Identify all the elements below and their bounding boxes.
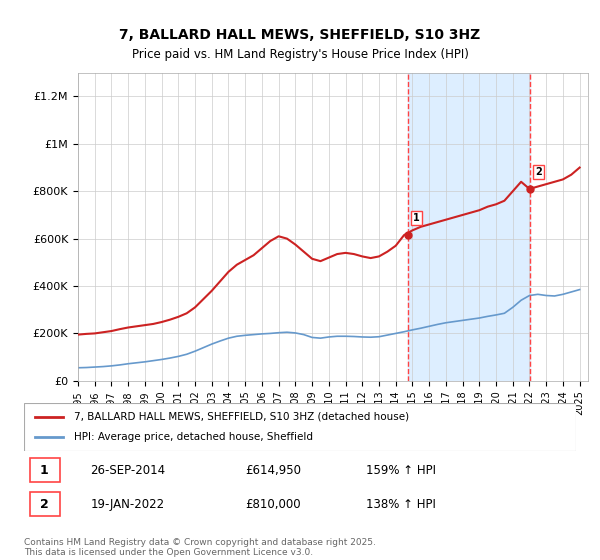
FancyBboxPatch shape <box>29 458 60 482</box>
Text: £614,950: £614,950 <box>245 464 301 477</box>
Text: £810,000: £810,000 <box>245 498 301 511</box>
Text: 7, BALLARD HALL MEWS, SHEFFIELD, S10 3HZ: 7, BALLARD HALL MEWS, SHEFFIELD, S10 3HZ <box>119 28 481 42</box>
Text: 138% ↑ HPI: 138% ↑ HPI <box>366 498 436 511</box>
Bar <box>408 73 530 381</box>
Text: 159% ↑ HPI: 159% ↑ HPI <box>366 464 436 477</box>
Text: 19-JAN-2022: 19-JAN-2022 <box>90 498 164 511</box>
Text: 7, BALLARD HALL MEWS, SHEFFIELD, S10 3HZ (detached house): 7, BALLARD HALL MEWS, SHEFFIELD, S10 3HZ… <box>74 412 409 422</box>
Text: 1: 1 <box>40 464 49 477</box>
Text: 2: 2 <box>40 498 49 511</box>
FancyBboxPatch shape <box>29 492 60 516</box>
FancyBboxPatch shape <box>24 403 576 451</box>
Text: 1: 1 <box>413 213 420 223</box>
Text: HPI: Average price, detached house, Sheffield: HPI: Average price, detached house, Shef… <box>74 432 313 442</box>
Text: 2: 2 <box>535 167 542 176</box>
Text: Contains HM Land Registry data © Crown copyright and database right 2025.
This d: Contains HM Land Registry data © Crown c… <box>24 538 376 557</box>
Text: 26-SEP-2014: 26-SEP-2014 <box>90 464 166 477</box>
Text: Price paid vs. HM Land Registry's House Price Index (HPI): Price paid vs. HM Land Registry's House … <box>131 48 469 60</box>
